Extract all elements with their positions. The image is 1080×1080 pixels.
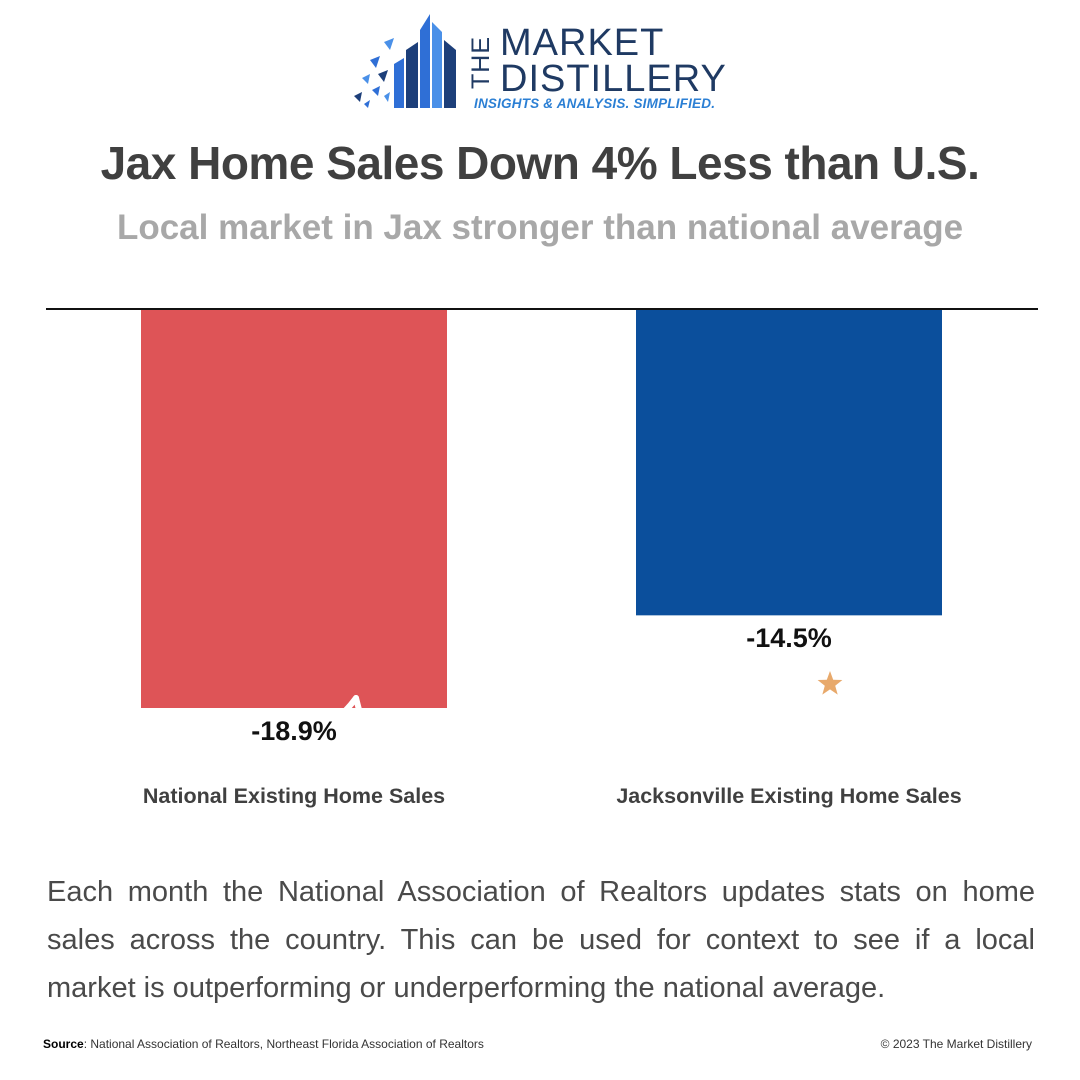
logo-distillery: DISTILLERY bbox=[500, 58, 727, 100]
logo-market: MARKET bbox=[500, 22, 665, 64]
category-label-national: National Existing Home Sales bbox=[142, 784, 446, 808]
source-text: : National Association of Realtors, Nort… bbox=[83, 1037, 484, 1051]
value-label-national: -18.9% bbox=[251, 716, 337, 746]
copyright-note: © 2023 The Market Distillery bbox=[880, 1037, 1032, 1051]
florida-map-icon bbox=[676, 650, 882, 830]
chart-canvas bbox=[46, 308, 1038, 830]
bar-national bbox=[141, 310, 447, 708]
logo-skyline-icon bbox=[354, 14, 456, 108]
jacksonville-star-icon bbox=[817, 671, 843, 695]
logo-the: THE bbox=[467, 36, 495, 90]
source-label: Source bbox=[43, 1037, 84, 1051]
chart-subtitle: Local market in Jax stronger than nation… bbox=[116, 208, 964, 247]
category-label-jacksonville: Jacksonville Existing Home Sales bbox=[616, 784, 962, 808]
bar-jacksonville bbox=[636, 310, 942, 616]
source-note: Source: National Association of Realtors… bbox=[43, 1037, 484, 1051]
bar-chart: -18.9% -14.5% National Existing Home Sal… bbox=[0, 290, 1080, 830]
value-label-jacksonville: -14.5% bbox=[746, 623, 832, 654]
brand-logo: THE MARKET DISTILLERY INSIGHTS & ANALYSI… bbox=[350, 12, 740, 114]
logo-tagline: INSIGHTS & ANALYSIS. SIMPLIFIED. bbox=[474, 96, 716, 111]
chart-title: Jax Home Sales Down 4% Less than U.S. bbox=[100, 137, 980, 189]
description-text: Each month the National Association of R… bbox=[47, 876, 1035, 1004]
us-flag-icon bbox=[209, 695, 385, 830]
